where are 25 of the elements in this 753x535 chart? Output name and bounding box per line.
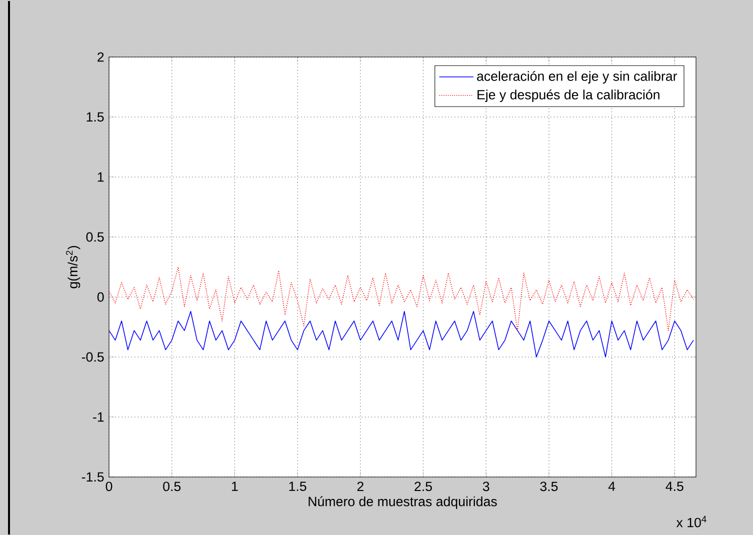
- x-tick-label: 1: [232, 481, 238, 491]
- y-tick-label: -1.5: [82, 472, 104, 482]
- y-tick-label: 1.5: [86, 112, 104, 122]
- x-tick-label: 4: [608, 481, 616, 491]
- x-tick-label: 4.5: [666, 481, 684, 491]
- x-tick-label: 2.5: [414, 481, 432, 491]
- legend-label: Eje y después de la calibración: [478, 89, 660, 102]
- y-tick-label: -1: [93, 412, 104, 422]
- y-tick-label: 0: [97, 292, 104, 302]
- text: x 10$^{4}$: [676, 516, 706, 528]
- y-tick-label: 2: [98, 52, 104, 62]
- x-axis-title: Número de muestras adquiridas: [308, 496, 497, 509]
- x-tick-label: 1.5: [289, 481, 306, 491]
- x-tick-label: 2: [357, 481, 364, 491]
- x-tick-label: 0.5: [163, 481, 181, 491]
- x-tick-label: 3.5: [540, 481, 558, 491]
- y-tick-label: 0.5: [86, 232, 104, 242]
- x-tick-label: 3: [482, 481, 490, 491]
- y-tick-label: 1: [98, 172, 104, 182]
- line-series: [109, 266, 694, 331]
- x-tick-label: 0: [106, 481, 112, 491]
- legend-label: aceleración en el eje y sin calibrar: [477, 70, 678, 84]
- y-tick-label: -0.5: [82, 352, 104, 362]
- y-axis-title: g(m/s$^{2}$): [66, 246, 80, 288]
- line-series: [109, 310, 694, 358]
